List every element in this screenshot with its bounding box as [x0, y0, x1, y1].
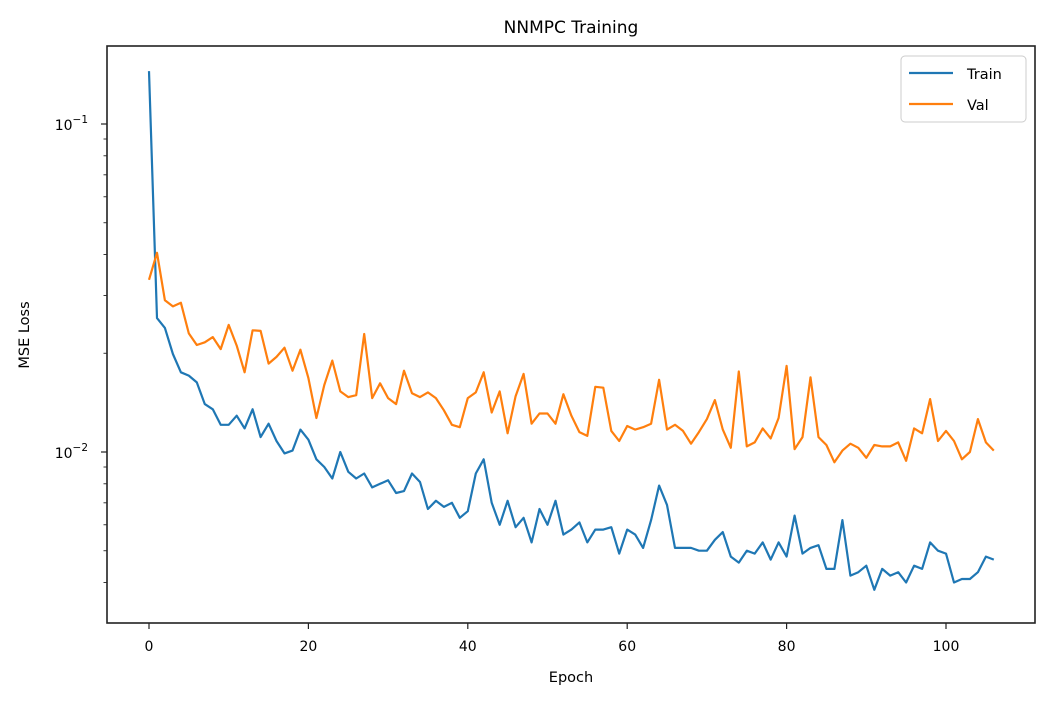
x-tick-label: 20	[299, 639, 317, 655]
plot-frame	[106, 45, 1036, 624]
series-line-train	[147, 71, 995, 591]
x-axis-label: Epoch	[549, 670, 593, 686]
x-tick-label: 40	[459, 639, 477, 655]
legend-train-label: Train	[966, 67, 1002, 83]
chart-title: NNMPC Training	[504, 18, 639, 38]
legend-box	[900, 55, 1027, 123]
series-line-val	[147, 251, 995, 464]
x-tick-label: 80	[778, 639, 796, 655]
legend-val-label: Val	[967, 98, 989, 114]
x-tick-label: 0	[145, 639, 154, 655]
y-axis-label: MSE Loss	[17, 301, 33, 368]
y-axis-ticks: 10−1 10−2	[55, 114, 107, 583]
x-tick-label: 100	[933, 639, 960, 655]
x-tick-label: 60	[618, 639, 636, 655]
x-axis-ticks: 0 20 40 60 80 100	[145, 623, 960, 655]
y-tick-label: 10−2	[55, 442, 88, 462]
legend: Train Val	[900, 55, 1027, 123]
plot-lines	[147, 71, 995, 591]
y-tick-label: 10−1	[55, 114, 88, 134]
